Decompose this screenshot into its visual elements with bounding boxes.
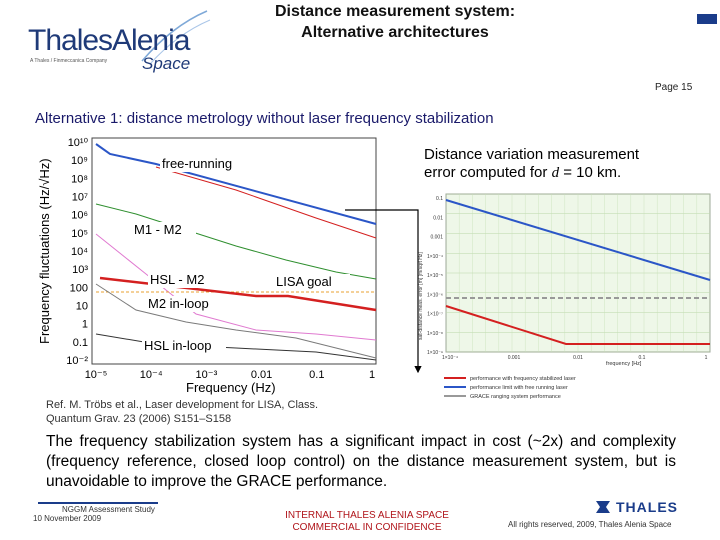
- page-number: Page 15: [655, 82, 693, 93]
- left-ytick-label: 10⁹: [71, 155, 88, 167]
- free-running-label-bg: [160, 156, 244, 172]
- right-ytick-label: 0.1: [436, 196, 443, 202]
- right-grid: [445, 193, 711, 353]
- title-line-1: Distance measurement system:: [274, 3, 516, 20]
- left-xtick-label: 10⁻⁵: [85, 369, 108, 381]
- right-xtick-label: 1: [705, 355, 708, 361]
- left-yticks: 10¹⁰ 10⁹ 10⁸ 10⁷ 10⁶ 10⁵ 10⁴ 10³ 100 10 1 0.1 10⁻²: [66, 137, 88, 367]
- footer-confidentiality: INTERNAL THALES ALENIA SPACE COMMERCIAL …: [262, 510, 472, 534]
- right-xtick-label: 0.1: [639, 355, 646, 361]
- right-caption-line-1: Distance variation measurement: [424, 146, 640, 163]
- pink-noise-curve: [95, 233, 377, 341]
- m2-inloop-label-bg: [146, 296, 230, 312]
- legend-label: performance limit with free running lase…: [470, 385, 568, 391]
- corner-mark: [697, 14, 717, 24]
- logo-space: Space: [142, 54, 191, 73]
- page-title: Distance measurement system: Alternative…: [230, 1, 560, 43]
- lisa-goal-label-bg: [274, 274, 350, 290]
- left-ytick-label: 10⁷: [72, 192, 88, 204]
- right-caption: Distance variation measurement error com…: [424, 146, 704, 182]
- thales-logo: THALES: [596, 499, 678, 515]
- slide-subtitle: Alternative 1: distance metrology withou…: [35, 110, 494, 127]
- free-running-curve: [95, 143, 377, 225]
- thales-alenia-logo: ThalesAlenia A Thales / Finmeccanica Com…: [22, 4, 212, 74]
- m1-m2-label-bg: [132, 222, 196, 238]
- thales-logo-icon: [596, 501, 610, 513]
- left-plot-area: [91, 137, 377, 365]
- left-xtick-label: 0.01: [251, 369, 272, 381]
- left-ytick-label: 10¹⁰: [68, 137, 89, 149]
- reference-line-2: Quantum Grav. 23 (2006) S151–S158: [46, 413, 232, 425]
- hsl-inloop-curve: [95, 333, 377, 361]
- right-ytick-label: 1×10⁻⁵: [427, 273, 443, 279]
- free-running-label: free-running: [162, 156, 232, 171]
- reference-line-1: Ref. M. Tröbs et al., Laser development …: [46, 399, 319, 411]
- right-yticks: 0.1 0.01 0.001 1×10⁻⁴ 1×10⁻⁵ 1×10⁻⁶ 1×10⁻⁷ 1×10…: [427, 196, 443, 356]
- m1-m2-curve: [95, 203, 377, 280]
- logo-arc-icon: [141, 10, 211, 65]
- reference-text: Ref. M. Tröbs et al., Laser development …: [46, 398, 366, 426]
- thales-logo-text: THALES: [616, 499, 678, 515]
- distance-error-chart: sat-distance meas. error [m] [m/sqrt Hz]…: [418, 193, 711, 400]
- right-xtick-label: 1×10⁻⁴: [442, 355, 458, 361]
- left-xtick-label: 0.1: [309, 369, 324, 381]
- right-ylabel: sat-distance meas. error [m] [m/sqrt Hz]: [418, 252, 424, 340]
- lisa-goal-label: LISA goal: [276, 274, 332, 289]
- left-ytick-label: 10: [76, 301, 88, 313]
- m1-m2-label: M1 - M2: [134, 222, 182, 237]
- frequency-noise-chart: Frequency fluctuations (Hz/√Hz) 10¹⁰10⁹1…: [37, 137, 377, 395]
- left-ytick-label: 10⁸: [71, 173, 88, 185]
- right-xtick-label: 0.001: [508, 355, 521, 361]
- right-ytick-label: 1×10⁻⁶: [427, 292, 443, 298]
- right-ytick-label: 1×10⁻⁹: [427, 350, 443, 356]
- right-caption-line-2: error computed for d = 10 km.: [424, 164, 704, 182]
- logo-text: ThalesAlenia: [28, 24, 190, 57]
- hsl-inloop-label-bg: [142, 338, 226, 354]
- hsl-inloop-label: HSL in-loop: [144, 338, 211, 353]
- right-caption-var: d: [551, 165, 560, 181]
- free-running-limit-line: [445, 199, 711, 281]
- m2-inloop-label: M2 in-loop: [148, 296, 209, 311]
- hsl-m2-label-bg: [148, 272, 222, 288]
- legend-label: performance with frequency stabilized la…: [470, 376, 576, 382]
- right-ytick-label: 0.001: [430, 235, 443, 241]
- footer-internal-line-2: COMMERCIAL IN CONFIDENCE: [292, 522, 442, 533]
- right-ytick-label: 1×10⁻⁴: [427, 254, 443, 260]
- left-xtick-label: 10⁻⁴: [140, 369, 163, 381]
- footer-study: NGGM Assessment Study: [62, 505, 155, 514]
- stabilized-laser-line: [445, 305, 710, 345]
- left-ytick-label: 10³: [72, 264, 88, 276]
- left-xtick-label: 10⁻³: [196, 369, 218, 381]
- legend-label: GRACE ranging system performance: [470, 394, 561, 400]
- right-xticks: 1×10⁻⁴ 0.001 0.01 0.1 1: [442, 355, 708, 361]
- body-paragraph: The frequency stabilization system has a…: [46, 433, 676, 490]
- left-ytick-label: 1: [82, 319, 88, 331]
- left-ytick-label: 100: [70, 282, 88, 294]
- footer-internal-line-1: INTERNAL THALES ALENIA SPACE: [285, 510, 449, 521]
- right-ytick-label: 1×10⁻⁸: [427, 331, 443, 337]
- hsl-m2-label: HSL - M2: [150, 272, 204, 287]
- footer-date: 10 November 2009: [33, 514, 102, 523]
- footer-rights: All rights reserved, 2009, Thales Alenia…: [508, 520, 672, 529]
- right-xtick-label: 0.01: [573, 355, 583, 361]
- gray-noise-curve: [95, 283, 377, 359]
- left-xtick-label: 1: [369, 369, 375, 381]
- right-caption-prefix: error computed for: [424, 164, 552, 181]
- right-xlabel: frequency [Hz]: [606, 361, 642, 367]
- right-caption-suffix: = 10 km.: [559, 164, 622, 181]
- left-ytick-label: 10⁵: [71, 228, 88, 240]
- right-legend: performance with frequency stabilized la…: [444, 376, 576, 400]
- right-ytick-label: 0.01: [433, 215, 443, 221]
- left-ytick-label: 10⁴: [71, 246, 88, 258]
- left-ytick-label: 10⁻²: [66, 355, 88, 367]
- left-xticks: 10⁻⁵ 10⁻⁴ 10⁻³ 0.01 0.1 1: [85, 369, 375, 381]
- left-xlabel: Frequency (Hz): [186, 380, 276, 395]
- logo-tagline: A Thales / Finmeccanica Company: [30, 58, 108, 64]
- footer-bar: [38, 502, 158, 504]
- left-ylabel: Frequency fluctuations (Hz/√Hz): [37, 158, 52, 344]
- left-ytick-label: 10⁶: [71, 210, 88, 222]
- left-ytick-label: 0.1: [73, 337, 88, 349]
- title-line-2: Alternative architectures: [301, 24, 489, 41]
- right-ytick-label: 1×10⁻⁷: [427, 312, 443, 318]
